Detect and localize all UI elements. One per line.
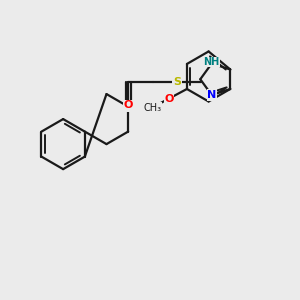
Text: N: N [124, 102, 133, 112]
Text: N: N [207, 90, 216, 100]
Text: O: O [124, 100, 133, 110]
Text: O: O [164, 94, 173, 104]
Text: NH: NH [204, 57, 220, 67]
Text: CH₃: CH₃ [143, 103, 161, 112]
Text: S: S [173, 76, 181, 86]
